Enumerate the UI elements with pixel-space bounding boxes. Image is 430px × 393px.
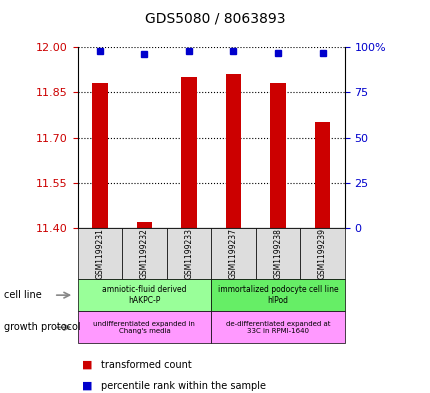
Text: GDS5080 / 8063893: GDS5080 / 8063893 <box>145 12 285 26</box>
Text: ■: ■ <box>82 360 92 370</box>
Text: ■: ■ <box>82 380 92 391</box>
Text: percentile rank within the sample: percentile rank within the sample <box>101 380 266 391</box>
Bar <box>181 77 196 228</box>
Text: amniotic-fluid derived
hAKPC-P: amniotic-fluid derived hAKPC-P <box>102 285 186 305</box>
Text: transformed count: transformed count <box>101 360 192 370</box>
Text: GSM1199231: GSM1199231 <box>95 228 104 279</box>
Text: growth protocol: growth protocol <box>4 322 81 332</box>
Text: GSM1199232: GSM1199232 <box>140 228 148 279</box>
Text: GSM1199239: GSM1199239 <box>317 228 326 279</box>
Text: de-differentiated expanded at
33C in RPMI-1640: de-differentiated expanded at 33C in RPM… <box>225 321 329 334</box>
Bar <box>92 83 108 228</box>
Bar <box>225 74 241 228</box>
Bar <box>314 123 329 228</box>
Text: immortalized podocyte cell line
hIPod: immortalized podocyte cell line hIPod <box>217 285 338 305</box>
Text: undifferentiated expanded in
Chang's media: undifferentiated expanded in Chang's med… <box>93 321 195 334</box>
Text: GSM1199233: GSM1199233 <box>184 228 193 279</box>
Text: GSM1199238: GSM1199238 <box>273 228 282 279</box>
Bar <box>136 222 152 228</box>
Text: cell line: cell line <box>4 290 42 300</box>
Bar <box>270 83 285 228</box>
Text: GSM1199237: GSM1199237 <box>228 228 237 279</box>
